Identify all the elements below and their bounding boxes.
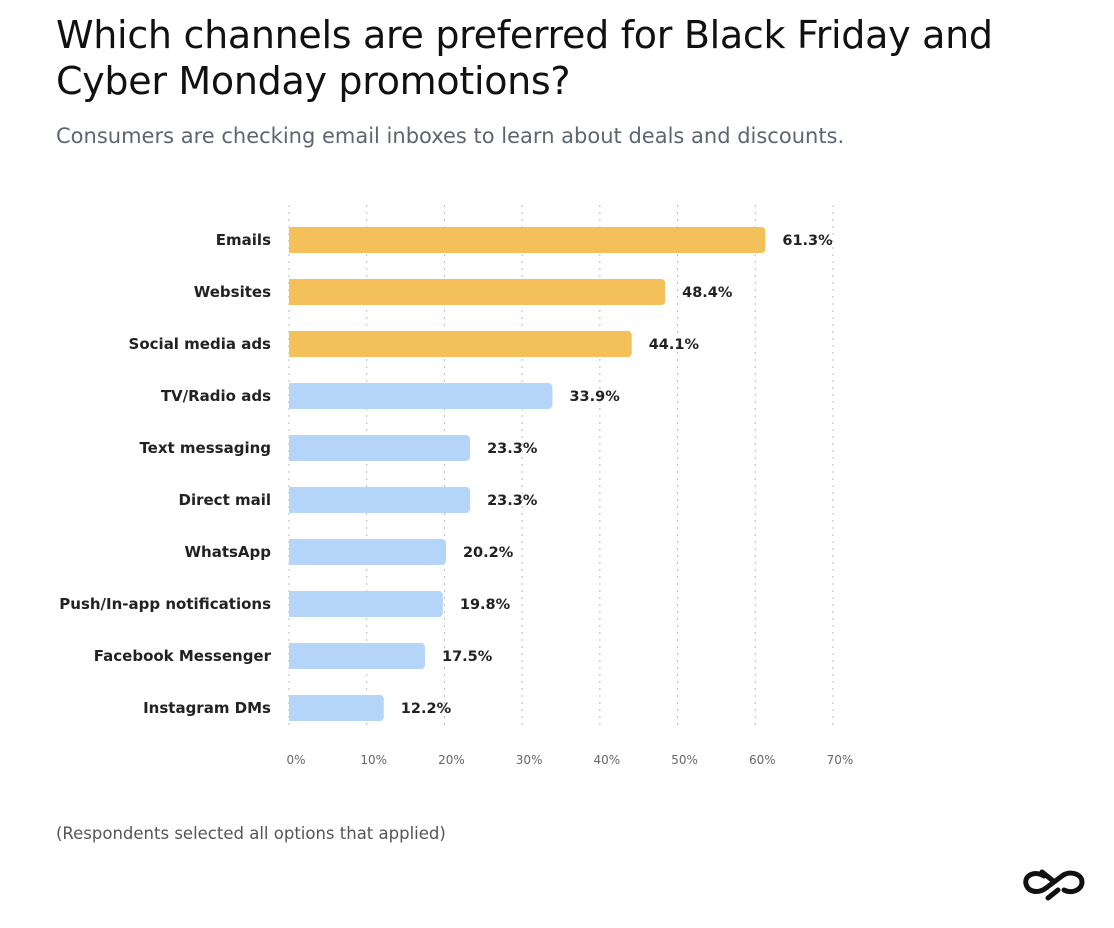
bar xyxy=(289,227,766,253)
bar xyxy=(289,435,471,461)
value-label: 12.2% xyxy=(401,701,452,717)
x-tick-label: 10% xyxy=(360,753,387,767)
category-label: Emails xyxy=(216,231,271,249)
bar xyxy=(289,591,443,617)
bar-chart: 0% 10% 20% 30% 40% 50% 60% 70% Emails 61.3% Websit… xyxy=(59,205,854,767)
category-label: Text messaging xyxy=(139,439,271,457)
x-tick-label: 50% xyxy=(671,753,698,767)
x-tick-label: 20% xyxy=(438,753,465,767)
bar xyxy=(289,695,384,721)
value-label: 23.3% xyxy=(487,493,538,509)
category-label: WhatsApp xyxy=(184,543,271,561)
brand-logo-icon xyxy=(1023,869,1085,901)
value-label: 17.5% xyxy=(442,649,493,665)
footnote: (Respondents selected all options that a… xyxy=(56,824,446,843)
x-tick-label: 60% xyxy=(749,753,776,767)
category-label: Social media ads xyxy=(129,335,272,353)
category-label: TV/Radio ads xyxy=(161,387,271,405)
category-label: Push/In-app notifications xyxy=(59,595,271,613)
value-label: 48.4% xyxy=(682,285,733,301)
category-label: Facebook Messenger xyxy=(94,647,272,665)
chart-subtitle: Consumers are checking email inboxes to … xyxy=(56,124,845,148)
chart-title: Which channels are preferred for Black F… xyxy=(56,13,993,103)
value-label: 19.8% xyxy=(460,597,511,613)
category-label: Instagram DMs xyxy=(143,699,271,717)
bar xyxy=(289,279,666,305)
bar xyxy=(289,487,471,513)
value-label: 61.3% xyxy=(782,233,833,249)
x-tick-label: 40% xyxy=(594,753,621,767)
value-label: 44.1% xyxy=(649,337,700,353)
x-tick-label: 70% xyxy=(827,753,854,767)
bar xyxy=(289,539,446,565)
bar xyxy=(289,643,425,669)
category-label: Websites xyxy=(194,283,271,301)
value-label: 23.3% xyxy=(487,441,538,457)
bar xyxy=(289,331,632,357)
value-label: 33.9% xyxy=(569,389,620,405)
value-label: 20.2% xyxy=(463,545,514,561)
x-tick-label: 0% xyxy=(286,753,305,767)
category-label: Direct mail xyxy=(179,491,271,509)
bar xyxy=(289,383,553,409)
x-tick-label: 30% xyxy=(516,753,543,767)
